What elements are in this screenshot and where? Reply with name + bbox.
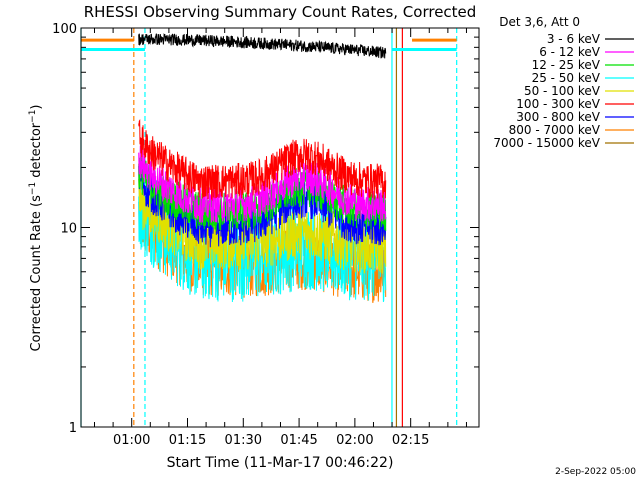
- y-tick-label: 100: [52, 22, 77, 37]
- footer-date: 2-Sep-2022 05:00: [555, 467, 636, 477]
- x-tick-label: 01:45: [280, 433, 317, 448]
- x-tick-label: 01:00: [113, 433, 150, 448]
- legend-entry-label: 12 - 25 keV: [532, 58, 601, 72]
- series-line-black: [138, 32, 387, 59]
- legend-entry-label: 100 - 300 keV: [516, 97, 600, 111]
- y-axis: 1 10 100: [52, 22, 479, 436]
- x-axis-label: Start Time (11-Mar-17 00:46:22): [167, 455, 394, 471]
- series-line-6: [138, 118, 387, 202]
- legend-entry-label: 3 - 6 keV: [547, 32, 601, 46]
- y-axis-label: Corrected Count Rate (s−1 detector−1): [28, 104, 44, 351]
- legend-entry-label: 25 - 50 keV: [532, 71, 601, 85]
- series-layer: [80, 28, 458, 427]
- x-axis: 01:00 01:15 01:30 01:45 02:00 02:15: [94, 28, 467, 448]
- y-tick-label: 1: [69, 421, 77, 436]
- legend-entry-label: 800 - 7000 keV: [509, 123, 601, 137]
- y-tick-label: 10: [60, 222, 77, 237]
- chart-title: RHESSI Observing Summary Count Rates, Co…: [84, 3, 477, 21]
- x-tick-label: 01:30: [225, 433, 262, 448]
- legend-header: Det 3,6, Att 0: [499, 15, 580, 29]
- legend-entry-label: 50 - 100 keV: [524, 84, 601, 98]
- legend-entry-label: 300 - 800 keV: [516, 110, 600, 124]
- x-tick-label: 02:15: [392, 433, 429, 448]
- legend-entry-label: 6 - 12 keV: [539, 45, 601, 59]
- x-tick-label: 02:00: [336, 433, 373, 448]
- x-tick-label: 01:15: [169, 433, 206, 448]
- legend-entry-label: 7000 - 15000 keV: [493, 136, 600, 150]
- series-line-3: [138, 160, 387, 248]
